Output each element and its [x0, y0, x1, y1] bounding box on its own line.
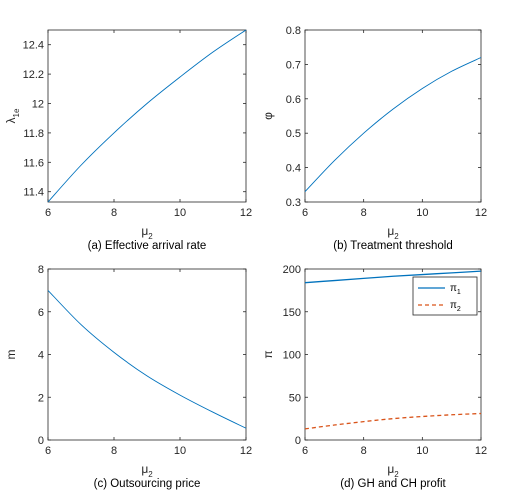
series-line-1	[47, 290, 247, 429]
x-tick-label: 6	[45, 207, 51, 219]
x-tick-label: 6	[302, 207, 308, 219]
y-axis-label: λ1e	[4, 108, 21, 123]
legend-label-1: π1	[450, 283, 461, 296]
y-tick-label: 150	[283, 307, 301, 319]
x-axis-label-subscript: 2	[394, 470, 399, 479]
y-axis-label: φ	[261, 112, 275, 120]
y-tick-label: 2	[38, 392, 44, 404]
x-tick-label: 12	[240, 445, 252, 457]
x-tick-label: 10	[416, 207, 428, 219]
x-tick-label: 8	[361, 445, 367, 457]
subplot-b: 6 8 10 12 0.3 0.4 0.5 0.6 0.7 0.8 μ2(b) Treatment …	[261, 25, 487, 252]
y-tick-label: 0.8	[286, 25, 301, 37]
y-tick-label: 4	[38, 350, 44, 362]
y-tick-label: 0.4	[286, 163, 301, 175]
y-tick-label: 11.6	[23, 157, 44, 169]
series-line-1	[47, 29, 247, 203]
x-tick-label: 6	[45, 445, 51, 457]
legend-label-subscript: 2	[457, 306, 461, 313]
series-line-2	[304, 412, 482, 430]
y-tick-label: 11.8	[23, 128, 44, 140]
subplot-caption: (b) Treatment threshold	[333, 240, 453, 252]
y-tick-label: 50	[289, 392, 301, 404]
x-axis-label: μ2	[141, 224, 153, 241]
y-axis-label: π	[261, 350, 275, 358]
y-tick-label: 12.4	[23, 40, 44, 52]
y-tick-label: 100	[283, 350, 301, 362]
x-tick-label: 6	[302, 445, 308, 457]
x-tick-label: 8	[111, 445, 117, 457]
x-tick-label: 12	[475, 207, 487, 219]
y-tick-label: 0.5	[286, 128, 301, 140]
x-tick-label: 10	[416, 445, 428, 457]
x-axis-label-subscript: 2	[394, 232, 399, 241]
subplot-caption: (d) GH and CH profit	[340, 478, 446, 490]
series-line-1	[304, 57, 482, 192]
x-tick-label: 8	[111, 207, 117, 219]
axes-box	[47, 29, 247, 203]
y-tick-label: 0	[295, 435, 301, 447]
x-axis-label: μ2	[141, 462, 153, 479]
y-tick-label: 0.6	[286, 94, 301, 106]
subplot-c: 6 8 10 12 0 2 4 6 8 μ2(c) Outsourcing price m	[4, 264, 252, 490]
y-tick-label: 12	[32, 99, 44, 111]
y-axis-label: m	[4, 350, 18, 360]
legend-box	[412, 276, 478, 316]
y-axis-label-subscript: 1e	[12, 108, 21, 117]
y-tick-label: 8	[38, 264, 44, 276]
x-axis-label: μ2	[387, 224, 399, 241]
legend-label-2: π2	[450, 300, 461, 313]
y-tick-label: 200	[283, 264, 301, 276]
subplot-a: 6 8 10 12 11.4 11.6 11.8 12 12.2 12.4 μ2(a) Effect…	[4, 29, 252, 252]
x-tick-label: 10	[174, 445, 186, 457]
y-tick-label: 0.7	[286, 59, 301, 71]
subplot-caption: (c) Outsourcing price	[94, 478, 201, 490]
y-tick-label: 12.2	[23, 69, 44, 81]
x-tick-label: 12	[240, 207, 252, 219]
y-tick-label: 0	[38, 435, 44, 447]
series-line-1	[304, 270, 482, 284]
y-tick-label: 0.3	[286, 197, 301, 209]
x-axis-label-subscript: 2	[148, 232, 153, 241]
legend-label-subscript: 1	[457, 289, 461, 296]
x-tick-label: 8	[361, 207, 367, 219]
subplot-caption: (a) Effective arrival rate	[88, 240, 207, 252]
x-tick-label: 10	[174, 207, 186, 219]
x-tick-label: 12	[475, 445, 487, 457]
x-axis-label-subscript: 2	[148, 470, 153, 479]
y-tick-label: 11.4	[23, 187, 44, 199]
legend: π1 π2	[412, 276, 478, 316]
x-axis-label: μ2	[387, 462, 399, 479]
y-tick-label: 6	[38, 307, 44, 319]
axes-box	[304, 29, 482, 203]
